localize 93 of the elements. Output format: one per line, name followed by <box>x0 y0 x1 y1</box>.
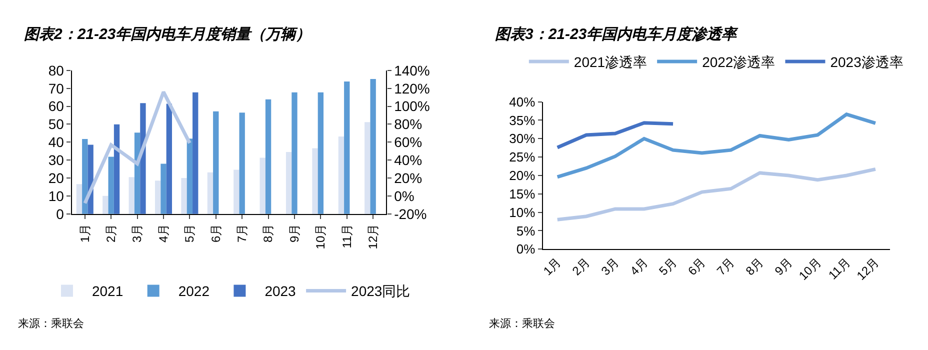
y-tick-label: 70 <box>48 80 64 96</box>
y-tick-label: 35% <box>509 112 536 128</box>
bar <box>344 82 350 214</box>
bar <box>292 92 298 214</box>
y-tick-label: 15% <box>509 186 536 202</box>
bar <box>207 172 214 214</box>
bar <box>286 152 292 214</box>
x-tick-label: 3月 <box>598 255 622 278</box>
bar <box>186 138 193 214</box>
legend-label: 2023渗透率 <box>830 54 904 70</box>
line-series <box>556 167 878 222</box>
bar <box>128 177 134 214</box>
x-tick-label: 9月 <box>287 224 302 243</box>
x-tick-label: 3月 <box>130 224 144 243</box>
x-tick-label: 6月 <box>208 224 223 243</box>
bar <box>213 111 219 214</box>
bar <box>102 196 108 214</box>
bar <box>140 103 146 214</box>
x-tick-label: 9月 <box>772 255 796 278</box>
y-tick-label: 60 <box>48 98 64 114</box>
bar <box>239 112 245 214</box>
bar <box>181 178 187 214</box>
x-tick-label: 2月 <box>104 224 118 243</box>
y-tick-label: 0% <box>516 242 536 257</box>
bar <box>370 79 376 214</box>
bar <box>338 136 344 214</box>
line-series <box>83 90 192 205</box>
bar <box>108 156 114 214</box>
y2-tick-label: 60% <box>394 134 422 150</box>
bar <box>154 180 161 214</box>
y-tick-label: 80 <box>48 62 64 78</box>
bar <box>192 92 198 214</box>
bar <box>114 124 120 214</box>
y-tick-label: 20% <box>509 168 536 184</box>
x-tick-label: 4月 <box>627 255 650 278</box>
x-tick-label: 8月 <box>261 224 276 243</box>
x-tick-label: 11月 <box>340 224 354 248</box>
legend-label: 2023 <box>264 283 296 300</box>
y-tick-label: 25% <box>509 150 536 165</box>
bar <box>312 148 318 214</box>
bar <box>82 138 88 214</box>
bar <box>160 164 166 214</box>
legend-label: 2023同比 <box>351 283 410 300</box>
y2-tick-label: 120% <box>394 80 430 96</box>
x-tick-label: 10月 <box>796 255 824 283</box>
y-tick-label: 10% <box>509 204 536 220</box>
chart-title: 图表3：21-23年国内电车月度渗透率 <box>495 25 739 43</box>
y2-tick-label: -20% <box>394 206 427 222</box>
x-tick-label: 1月 <box>78 224 92 243</box>
x-tick-label: 4月 <box>156 224 170 243</box>
x-tick-label: 5月 <box>182 224 197 243</box>
x-tick-label: 6月 <box>685 255 708 278</box>
x-tick-label: 1月 <box>540 255 564 278</box>
x-tick-label: 7月 <box>714 255 738 278</box>
y2-tick-label: 140% <box>394 62 430 78</box>
bar <box>265 99 272 214</box>
y2-tick-label: 40% <box>394 152 422 168</box>
y2-tick-label: 80% <box>394 116 422 132</box>
x-tick-label: 2月 <box>570 255 593 278</box>
source-note: 来源：乘联会 <box>18 317 84 330</box>
legend-label: 2022渗透率 <box>702 54 776 70</box>
bar <box>76 184 82 214</box>
legend-label: 2021渗透率 <box>574 54 648 70</box>
y-tick-label: 10 <box>48 188 64 204</box>
line-series <box>556 112 878 179</box>
y2-tick-label: 20% <box>394 170 422 186</box>
x-tick-label: 7月 <box>234 224 249 243</box>
x-tick-label: 10月 <box>314 224 328 250</box>
y-tick-label: 5% <box>516 223 536 238</box>
y2-tick-label: 100% <box>394 98 430 114</box>
bar <box>364 122 370 214</box>
bar <box>260 158 266 214</box>
legend-label: 2022 <box>178 283 210 300</box>
y-tick-label: 0 <box>56 206 64 222</box>
x-tick-label: 11月 <box>826 255 853 282</box>
y-tick-label: 40% <box>509 94 536 110</box>
x-tick-label: 12月 <box>854 255 882 283</box>
y-tick-label: 30 <box>48 152 64 168</box>
y2-tick-label: 0% <box>394 188 414 204</box>
bar <box>166 104 172 214</box>
bar <box>318 92 324 214</box>
line-series <box>556 121 675 150</box>
x-tick-label: 5月 <box>656 255 680 278</box>
y-tick-label: 50 <box>48 116 64 132</box>
y-tick-label: 20 <box>48 170 64 186</box>
x-tick-label: 12月 <box>366 224 380 250</box>
y-tick-label: 30% <box>509 131 536 146</box>
y-tick-label: 40 <box>48 134 64 150</box>
bar <box>234 170 240 214</box>
chart-title: 图表2：21-23年国内电车月度销量（万辆） <box>24 25 311 43</box>
source-note: 来源：乘联会 <box>489 317 555 330</box>
legend-label: 2021 <box>92 283 124 300</box>
x-tick-label: 8月 <box>743 255 766 278</box>
